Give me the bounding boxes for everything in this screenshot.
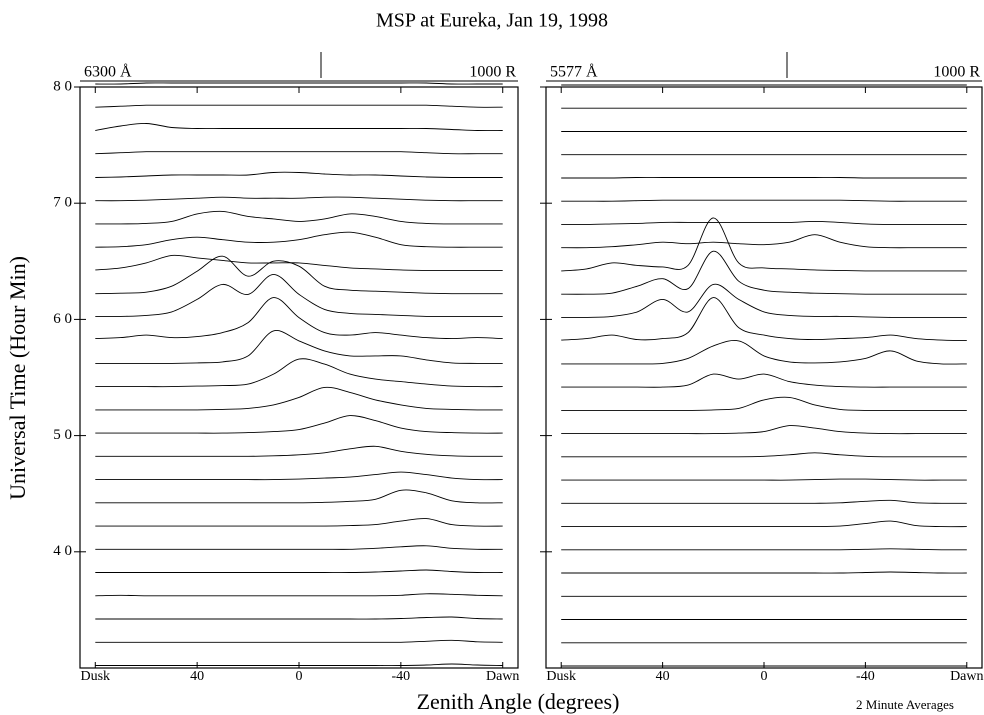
profile-trace <box>95 639 503 643</box>
profile-trace <box>561 478 967 481</box>
profile-trace <box>561 177 967 179</box>
profile-trace <box>95 663 503 666</box>
y-tick-label: 8 0 <box>53 78 72 94</box>
profile-trace <box>561 520 967 528</box>
profile-trace <box>95 297 503 340</box>
profile-trace <box>95 104 503 108</box>
profile-trace <box>95 569 503 574</box>
profile-trace <box>95 471 503 481</box>
profile-trace <box>95 210 503 225</box>
profile-trace <box>95 593 503 597</box>
profile-trace <box>561 571 967 574</box>
profile-trace <box>95 489 503 504</box>
profile-trace <box>95 330 503 364</box>
profile-trace <box>95 445 503 457</box>
profile-trace <box>95 415 503 434</box>
profile-trace <box>561 234 967 249</box>
profile-trace <box>95 123 503 131</box>
profile-trace <box>95 231 503 248</box>
profile-trace <box>95 254 503 271</box>
y-tick-label: 7 0 <box>53 195 72 211</box>
x-tick-label: Dusk <box>80 669 110 684</box>
wavelength-label: 5577 Å <box>550 63 598 81</box>
profile-trace <box>561 220 967 225</box>
x-axis-label: Zenith Angle (degrees) <box>417 689 620 714</box>
y-tick-label: 4 0 <box>53 543 72 559</box>
y-tick-label: 5 0 <box>53 427 72 443</box>
profile-trace <box>561 199 967 202</box>
profile-trace <box>95 171 503 178</box>
wavelength-label: 6300 Å <box>84 63 132 81</box>
profile-trace <box>95 518 503 527</box>
x-tick-label: 40 <box>190 669 204 684</box>
profile-trace <box>561 499 967 504</box>
profile-trace <box>95 196 503 202</box>
profile-trace <box>561 452 967 458</box>
profile-trace <box>95 616 503 620</box>
panel-frame <box>545 86 983 669</box>
profile-trace <box>95 255 503 295</box>
panel-frame <box>79 86 519 669</box>
profile-trace <box>95 386 503 411</box>
profile-trace <box>561 425 967 435</box>
profile-trace <box>95 82 503 85</box>
x-tick-label: -40 <box>392 669 411 684</box>
x-tick-label: Dawn <box>950 669 983 684</box>
x-tick-label: Dawn <box>486 669 519 684</box>
profile-trace <box>561 250 967 295</box>
scale-label: 1000 R <box>933 64 980 81</box>
chart-title: MSP at Eureka, Jan 19, 1998 <box>376 10 608 32</box>
x-tick-label: 0 <box>761 669 768 684</box>
profile-trace <box>95 545 503 550</box>
profile-trace <box>95 358 503 388</box>
profile-trace <box>561 340 967 365</box>
x-tick-label: 0 <box>296 669 303 684</box>
x-tick-label: 40 <box>656 669 670 684</box>
profile-trace <box>561 548 967 551</box>
profile-trace <box>561 297 967 342</box>
profile-trace <box>561 373 967 388</box>
x-tick-label: -40 <box>856 669 875 684</box>
scale-label: 1000 R <box>469 64 516 81</box>
profile-trace <box>561 217 967 272</box>
profile-trace <box>95 151 503 155</box>
x-tick-label: Dusk <box>546 669 576 684</box>
profile-trace <box>95 273 503 317</box>
profile-trace <box>561 396 967 411</box>
y-axis-label: Universal Time (Hour Min) <box>5 256 30 500</box>
note: 2 Minute Averages <box>856 697 954 712</box>
profile-trace <box>561 283 967 318</box>
y-tick-label: 6 0 <box>53 311 72 327</box>
